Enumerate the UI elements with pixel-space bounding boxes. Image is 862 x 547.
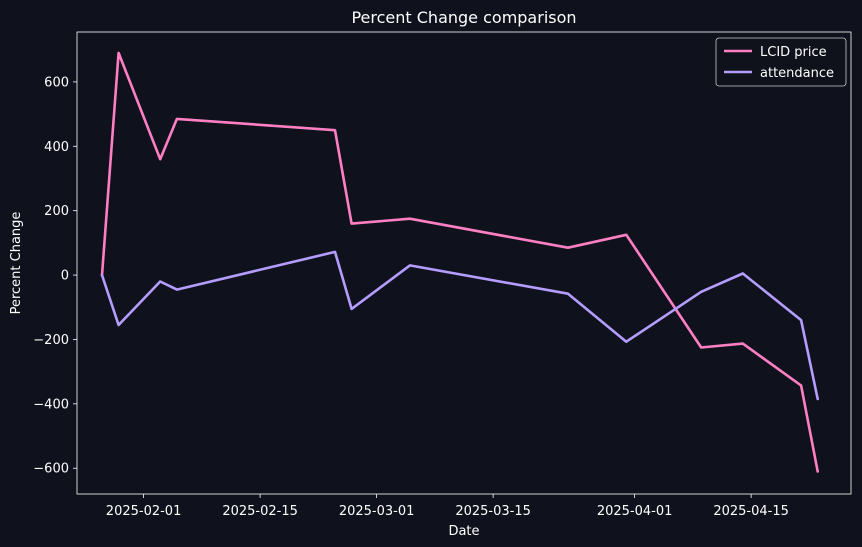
series-line-2 bbox=[100, 250, 820, 401]
x-tick-label: 2025-04-01 bbox=[597, 504, 673, 519]
chart-title: Percent Change comparison bbox=[351, 8, 576, 27]
legend-label-2: attendance bbox=[760, 66, 834, 81]
plot-area: −600 −400 −200 0 200 400 600 2025-02-01 2025-02-… bbox=[33, 31, 852, 519]
y-tick-label: −600 bbox=[33, 462, 69, 477]
x-tick-label: 2025-02-01 bbox=[106, 504, 182, 519]
x-axis-label: Date bbox=[448, 524, 479, 539]
y-tick-label: 600 bbox=[44, 75, 69, 90]
x-tick-label: 2025-03-15 bbox=[455, 504, 531, 519]
legend: LCID price attendance bbox=[715, 37, 847, 87]
y-axis-label: Percent Change bbox=[9, 212, 24, 315]
y-tick-label: 400 bbox=[44, 140, 69, 155]
x-tick-label: 2025-02-15 bbox=[222, 504, 298, 519]
y-tick-label: −200 bbox=[33, 333, 69, 348]
plot-frame bbox=[76, 31, 852, 495]
y-tick-label: −400 bbox=[33, 397, 69, 412]
legend-label-1: LCID price bbox=[760, 45, 827, 60]
x-tick-label: 2025-03-01 bbox=[339, 504, 415, 519]
y-tick-label: 0 bbox=[61, 269, 69, 284]
y-tick-label: 200 bbox=[44, 204, 69, 219]
x-tick-label: 2025-04-15 bbox=[713, 504, 789, 519]
series-line-1 bbox=[100, 51, 820, 473]
